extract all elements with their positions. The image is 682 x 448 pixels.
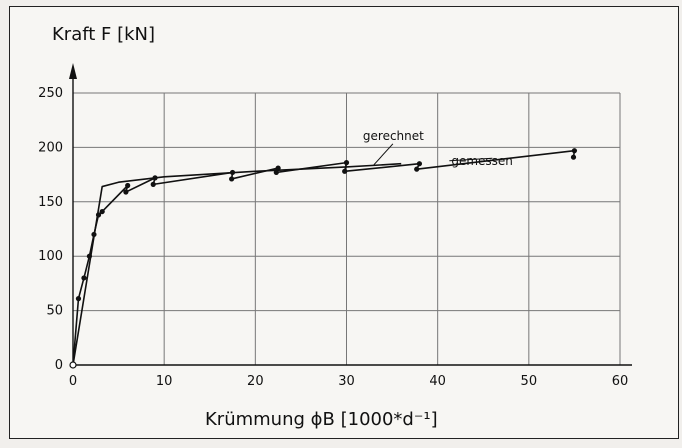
x-tick-label: 60: [612, 374, 629, 389]
y-axis-arrow: [69, 63, 77, 79]
data-point: [152, 175, 158, 181]
x-tick-label: 30: [338, 374, 355, 389]
x-tick-label: 0: [69, 374, 77, 389]
series-lines: [72, 149, 576, 366]
data-point: [275, 165, 281, 171]
data-point: [125, 182, 131, 189]
data-point: [81, 275, 87, 281]
x-tick-label: 50: [521, 374, 538, 389]
series-line-gerechnet: [72, 162, 402, 366]
y-tick-label: 100: [38, 249, 63, 264]
annotation-label-gemessen: gemessen: [451, 154, 513, 168]
figure-frame: [9, 6, 679, 439]
y-tick-label: 150: [38, 195, 63, 210]
annotation-leader: [373, 143, 394, 166]
data-point: [571, 148, 578, 154]
grid: [73, 92, 621, 365]
data-point: [414, 166, 420, 172]
y-tick-label: 0: [55, 358, 63, 373]
data-point: [99, 208, 105, 215]
annotation-leader: [449, 157, 493, 162]
data-point: [86, 253, 93, 259]
y-tick-label: 250: [38, 86, 63, 101]
annotation-label-gerechnet: gerechnet: [363, 129, 424, 143]
x-tick-label: 40: [429, 374, 446, 389]
x-tick-label: 10: [156, 374, 173, 389]
y-tick-label: 200: [38, 140, 63, 155]
data-point: [570, 154, 577, 160]
data-point: [342, 168, 348, 174]
data-point: [229, 169, 236, 176]
annotations: gerechnet gemessen: [363, 129, 513, 168]
data-point: [416, 161, 423, 167]
data-point: [150, 181, 156, 187]
x-axis-label: Krümmung ϕB [1000*d⁻¹]: [205, 409, 438, 430]
series-line-gemessen: [72, 149, 576, 366]
data-point: [91, 231, 97, 238]
y-axis-label: Kraft F [kN]: [52, 24, 155, 45]
data-point: [123, 189, 129, 195]
data-point: [273, 169, 279, 176]
tick-labels: 0 10 20 30 40 50 60 0 50 100 150 200 250: [38, 86, 628, 389]
data-point-origin: [69, 361, 77, 369]
data-point: [95, 212, 102, 218]
data-point: [229, 176, 235, 182]
axes: [69, 63, 632, 366]
data-points: [69, 148, 578, 369]
y-tick-label: 50: [46, 304, 63, 319]
data-point: [343, 160, 350, 166]
data-point: [75, 296, 82, 302]
x-tick-label: 20: [247, 374, 264, 389]
